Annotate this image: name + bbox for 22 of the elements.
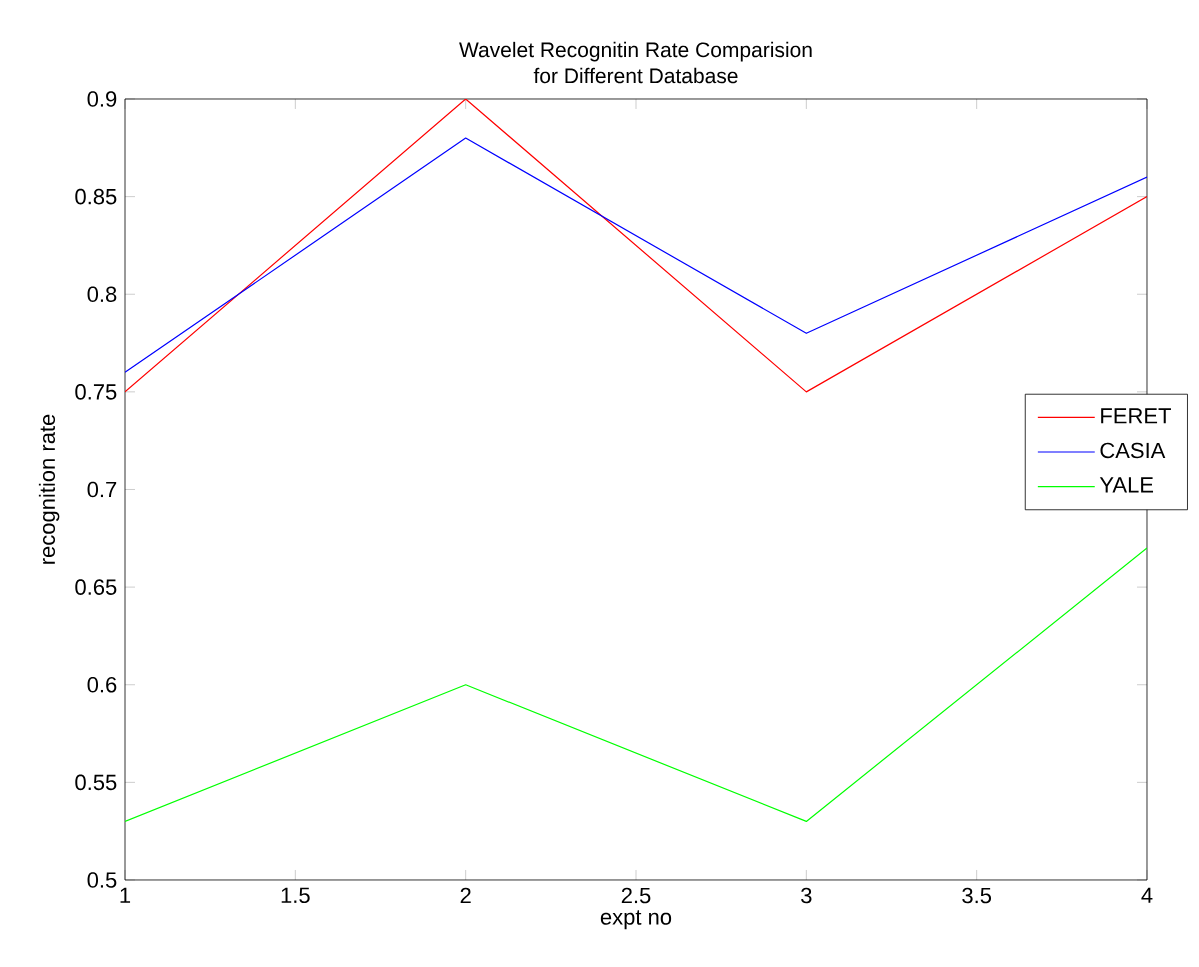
legend-label: CASIA (1100, 442, 1166, 459)
y-axis-title: recognition rate (38, 414, 60, 564)
y-tick-label: 0.65 (75, 579, 117, 595)
legend-label: FERET (1101, 408, 1171, 424)
y-tick-label: 0.55 (75, 774, 117, 791)
y-tick-label: 0.9 (87, 91, 117, 107)
x-tick-label: 1.5 (281, 887, 310, 904)
y-tick-label: 0.85 (75, 188, 117, 205)
chart-title: Wavelet Recognitin Rate Comparision for Different Database (459, 41, 812, 84)
x-tick-label: 4 (1141, 887, 1153, 903)
x-axis-title: expt no (600, 910, 672, 930)
y-tick-label: 0.7 (87, 481, 117, 498)
x-tick-label: 3 (801, 887, 812, 904)
x-tick-label: 1 (120, 887, 131, 903)
y-tick-label: 0.75 (75, 384, 117, 400)
x-tick-label: 3.5 (962, 887, 992, 904)
x-tick-label: 2.5 (621, 887, 651, 904)
legend-label: YALE (1099, 477, 1154, 493)
y-tick-label: 0.6 (87, 676, 117, 693)
y-tick-label: 0.8 (87, 286, 117, 303)
y-tick-label: 0.5 (87, 872, 117, 888)
x-tick-label: 2 (460, 887, 471, 904)
